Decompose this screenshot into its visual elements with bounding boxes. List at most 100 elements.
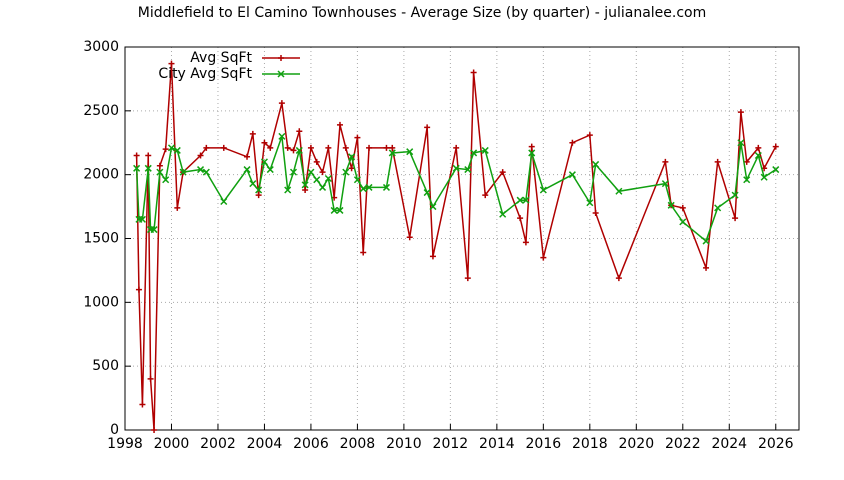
point [679,218,687,226]
x-tick-label: 2024 [711,436,747,452]
y-tick-label: 500 [92,358,119,374]
point [424,124,431,131]
point [348,165,355,172]
point [220,144,227,151]
point [278,55,284,61]
point [737,109,744,116]
point [162,146,169,153]
y-tick-label: 2500 [83,103,119,119]
point [243,166,251,174]
point [203,144,210,151]
point [202,168,210,176]
point [365,183,373,191]
point [277,70,285,78]
point [366,144,373,151]
point [319,183,327,191]
point [336,121,343,128]
point [348,153,356,161]
point [359,185,367,193]
y-tick-label: 1000 [83,294,119,310]
point [289,168,298,176]
point [278,100,285,107]
point [267,144,274,151]
point [313,176,321,184]
point [662,158,669,165]
point [615,187,623,195]
point [173,146,181,154]
point [453,144,460,151]
point [615,275,622,282]
point [760,173,768,181]
point [133,152,140,159]
point [197,166,205,174]
x-tick-label: 2018 [572,436,608,452]
point [464,166,472,174]
point [429,203,437,211]
point [319,169,326,176]
point [147,375,154,382]
point [516,196,524,204]
point [737,139,745,147]
point [290,147,297,154]
point [168,60,175,67]
point [592,209,599,216]
point [353,176,361,184]
point [568,171,576,179]
point [284,144,291,151]
point [714,204,722,212]
point [772,143,779,150]
x-tick-label: 2022 [665,436,701,452]
point [145,152,152,159]
x-tick-label: 2008 [340,436,376,452]
point [481,146,489,154]
chart-title: Middlefield to El Camino Townhouses - Av… [138,5,707,21]
point [731,191,739,199]
point [144,164,152,172]
point [156,162,163,169]
point [313,158,320,165]
point [295,146,303,154]
point [139,401,146,408]
point [302,186,309,193]
point [162,176,170,184]
point [260,158,268,166]
x-tick-label: 2002 [200,436,236,452]
point [382,183,390,191]
point [586,132,593,139]
point [714,158,721,165]
point [197,152,204,159]
point [586,199,594,207]
point [679,204,686,211]
point [354,134,361,141]
legend-label: City Avg SqFt [158,66,252,82]
point [423,189,431,197]
x-tick-label: 2004 [247,436,283,452]
point [220,197,228,206]
point [342,144,349,151]
point [249,130,256,137]
point [522,196,530,204]
point [255,192,262,199]
point [174,204,181,211]
point [569,139,576,146]
point [284,186,292,194]
point [429,253,436,260]
y-tick-label: 2000 [83,167,119,183]
point [383,144,390,151]
point [156,168,164,176]
point [133,164,141,172]
point [389,144,396,151]
x-tick-label: 2020 [618,436,654,452]
point [743,176,751,184]
point [249,180,257,188]
point [266,166,274,174]
point [661,180,669,188]
point [464,275,471,282]
point [278,132,286,140]
point [244,153,251,160]
point [703,264,710,271]
x-tick-label: 2010 [386,436,422,452]
legend-label: Avg SqFt [190,50,252,66]
